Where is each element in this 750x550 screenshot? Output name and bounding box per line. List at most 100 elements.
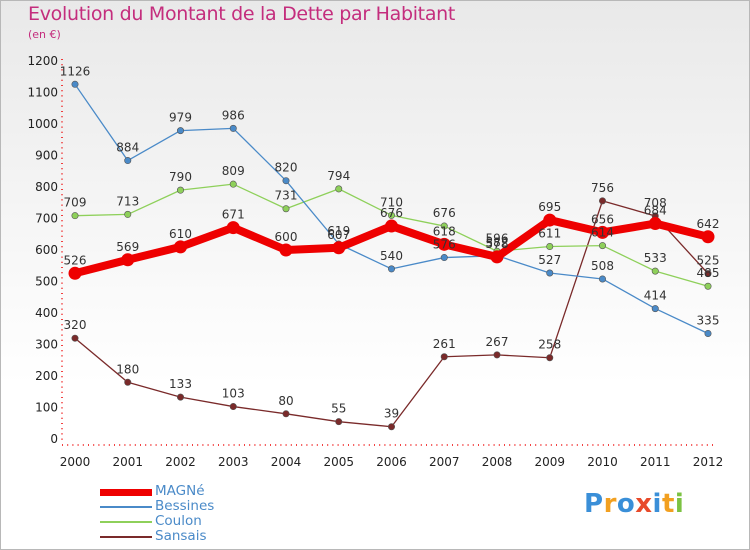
data-point [282,177,290,185]
data-label: 684 [644,204,667,218]
data-point [229,180,237,188]
legend-swatch [100,489,152,496]
y-tick-label: 1100 [27,86,58,100]
y-tick-label: 400 [35,306,58,320]
data-point [440,353,448,361]
data-point [546,243,554,251]
data-point [335,185,343,193]
data-point [226,221,240,235]
data-label: 540 [380,249,403,263]
data-label: 576 [433,238,456,252]
data-point [282,205,290,213]
x-tick-label: 2011 [640,455,671,469]
data-label: 731 [275,189,298,203]
data-point [387,423,395,431]
legend-label: Coulon [155,513,202,529]
x-tick-label: 2004 [271,455,302,469]
data-label: 619 [327,224,350,238]
data-point [598,197,606,205]
data-point [440,254,448,262]
data-point [387,265,395,273]
x-tick-label: 2009 [534,455,565,469]
data-label: 986 [222,108,245,122]
legend-item: Bessines [100,498,300,514]
data-point [71,212,79,220]
data-label: 1126 [60,64,91,78]
data-point [177,186,185,194]
proxiti-logo: Proxiti [584,489,684,519]
data-label: 596 [486,231,509,245]
y-tick-label: 200 [35,369,58,383]
data-point [68,266,82,280]
data-label: 676 [380,206,403,220]
data-label: 569 [116,240,139,254]
legend-swatch [100,536,152,538]
data-label: 713 [116,194,139,208]
legend-label: MAGNé [155,483,205,499]
data-point [279,243,293,257]
data-point [598,275,606,283]
data-point [704,270,712,278]
data-label: 695 [538,200,561,214]
data-label: 656 [591,212,614,226]
data-point [598,242,606,250]
data-label: 39 [384,407,399,421]
data-label: 258 [538,338,561,352]
x-tick-label: 2010 [587,455,618,469]
data-point [229,403,237,411]
legend-label: Sansais [155,528,207,544]
data-label: 578 [486,237,509,251]
data-label: 794 [327,169,350,183]
x-tick-label: 2002 [165,455,196,469]
data-point [124,210,132,218]
data-point [596,225,609,239]
data-label: 526 [64,253,87,267]
data-point [335,418,343,426]
chart-title: Evolution du Montant de la Dette par Hab… [28,3,456,25]
logo-letter: i [674,489,685,519]
data-label: 414 [644,289,667,303]
data-label: 809 [222,164,245,178]
data-label: 103 [222,387,245,401]
data-point [648,217,662,231]
x-tick-label: 2000 [60,455,91,469]
legend-label: Bessines [155,498,215,514]
data-label: 533 [644,251,667,265]
data-label: 790 [169,170,192,184]
data-label: 55 [331,402,346,416]
chart-unit: (en €) [28,28,61,41]
x-tick-label: 2008 [482,455,513,469]
logo-letter: o [616,489,636,519]
data-point [490,250,504,264]
data-label: 508 [591,259,614,273]
data-point [704,282,712,290]
data-label: 610 [169,227,192,241]
y-tick-label: 800 [35,180,58,194]
legend-item: Coulon [100,513,300,529]
legend-item: MAGNé [100,483,300,499]
logo-letter: x [635,489,653,519]
data-label: 527 [538,253,561,267]
data-point [177,393,185,401]
data-point [651,267,659,275]
data-label: 710 [380,195,403,209]
data-label: 708 [644,196,667,210]
data-label: 261 [433,337,456,351]
data-point [440,222,448,230]
x-tick-label: 2001 [112,455,143,469]
data-label: 525 [697,254,720,268]
data-point [546,269,554,277]
y-tick-label: 0 [50,432,58,446]
data-point [651,305,659,313]
data-label: 642 [697,217,720,231]
data-point [385,219,398,233]
data-point [701,230,715,244]
data-point [124,157,132,165]
x-tick-label: 2006 [376,455,407,469]
data-label: 676 [433,206,456,220]
x-tick-label: 2003 [218,455,249,469]
data-point [124,378,132,386]
data-label: 756 [591,181,614,195]
legend: MAGNé Bessines Coulon Sansais [100,483,300,544]
